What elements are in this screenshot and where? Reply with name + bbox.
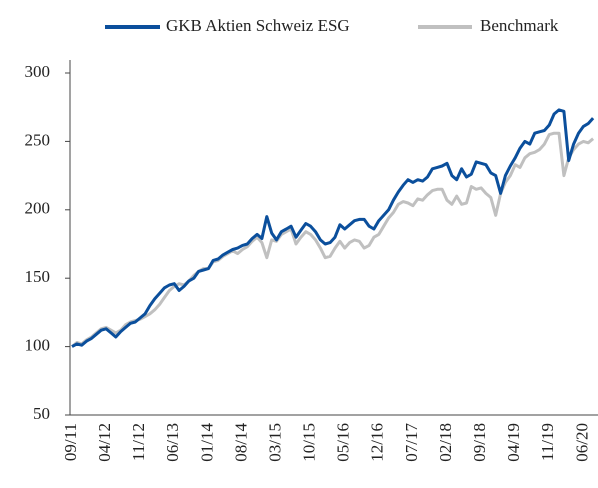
x-tick-label: 12/16	[368, 423, 387, 462]
x-tick-label: 09/18	[470, 423, 489, 462]
x-tick-label: 02/18	[436, 423, 455, 462]
x-tick-label: 01/14	[197, 423, 216, 462]
x-tick-label: 05/16	[334, 423, 353, 462]
x-tick-label: 06/20	[572, 423, 591, 462]
y-tick-label: 200	[25, 199, 51, 218]
x-tick-label: 06/13	[163, 423, 182, 462]
y-tick-label: 250	[25, 130, 51, 149]
legend-label: Benchmark	[480, 16, 559, 35]
x-tick-label: 04/19	[504, 423, 523, 462]
y-tick-label: 300	[25, 62, 51, 81]
legend-label: GKB Aktien Schweiz ESG	[166, 16, 350, 35]
x-tick-label: 03/15	[265, 423, 284, 462]
y-tick-label: 150	[25, 267, 51, 286]
series-line	[71, 131, 595, 348]
x-tick-label: 07/17	[402, 423, 421, 462]
x-tick-label: 10/15	[300, 423, 319, 462]
x-tick-label: 09/11	[61, 423, 80, 461]
y-tick-label: 100	[25, 336, 51, 355]
x-tick-label: 11/12	[129, 423, 148, 461]
x-tick-label: 04/12	[95, 423, 114, 462]
series-line	[71, 108, 595, 348]
x-tick-label: 08/14	[231, 423, 250, 462]
x-tick-label: 11/19	[538, 423, 557, 461]
y-tick-label: 50	[33, 404, 50, 423]
